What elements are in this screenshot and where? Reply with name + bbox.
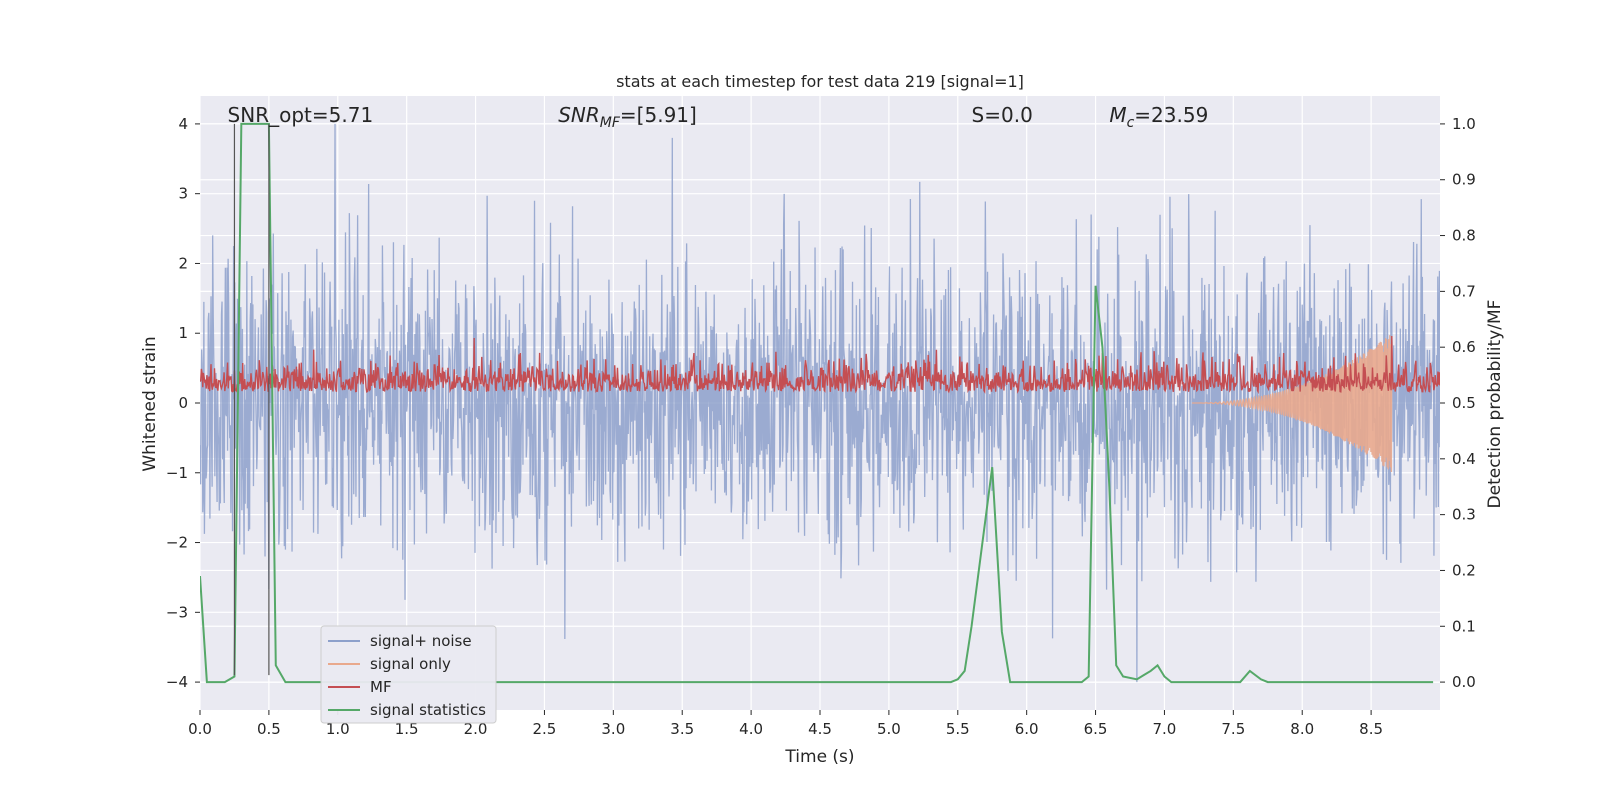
y-right-tick-label: 0.5 [1452,394,1476,412]
y-right-tick-label: 0.3 [1452,506,1476,524]
annotations: SNR_opt=5.71 SNRMF=[5.91] S=0.0 Mc=23.59 [228,103,1209,131]
y-right-tick-label: 1.0 [1452,115,1476,133]
y-right-tick-label: 0.0 [1452,673,1476,691]
legend: signal+ noise signal only MF signal stat… [320,625,497,724]
annotation-3: Mc=23.59 [1109,103,1208,131]
x-tick-label: 6.5 [1084,720,1108,738]
x-tick-label: 4.5 [808,720,832,738]
series-line-mf [200,336,1440,395]
y-left-tick-label: 2 [178,254,188,272]
y-axis-left: 4 3 2 1 0 −1 −2 −3 −4 [166,115,200,691]
series-line-signal-noise [200,123,1440,683]
vertical-markers [233,123,270,676]
x-tick-label: 5.0 [877,720,901,738]
legend-box [320,625,497,724]
y-left-tick-label: 4 [178,115,188,133]
x-axis: 0.0 0.5 1.0 1.5 2.0 2.5 3.0 3.5 4.0 4.5 5.0 5.5 6.0 6… [188,710,1383,738]
legend-label-signal-only: signal only [370,655,451,673]
y-left-tick-label: 1 [178,324,188,342]
x-tick-label: 2.0 [464,720,488,738]
x-tick-label: 0.0 [188,720,212,738]
y-right-tick-label: 0.1 [1452,617,1476,635]
x-tick-label: 4.0 [739,720,763,738]
annotation-2: S=0.0 [972,103,1033,127]
y-right-tick-label: 0.8 [1452,227,1476,245]
x-tick-label: 3.5 [670,720,694,738]
x-tick-label: 8.0 [1290,720,1314,738]
y-right-tick-label: 0.9 [1452,171,1476,189]
x-tick-label: 6.0 [1015,720,1039,738]
series-layer [200,122,1440,684]
chart-title: stats at each timestep for test data 219… [616,72,1024,91]
x-tick-label: 0.5 [257,720,281,738]
y-axis-right-label: Detection probability/MF [1485,300,1505,509]
annotation-1: SNRMF=[5.91] [558,103,697,131]
series-line-signal-only [1192,335,1393,472]
x-tick-label: 5.5 [946,720,970,738]
x-tick-label: 1.5 [395,720,419,738]
x-tick-label: 8.5 [1359,720,1383,738]
legend-label-signal-noise: signal+ noise [370,632,472,650]
y-left-tick-label: −4 [166,673,188,691]
y-left-tick-label: 0 [178,394,188,412]
x-tick-label: 7.0 [1153,720,1177,738]
y-axis-left-label: Whitened strain [140,336,160,471]
y-right-tick-label: 0.6 [1452,338,1476,356]
y-left-tick-label: −2 [166,534,188,552]
x-tick-label: 3.0 [601,720,625,738]
legend-label-mf: MF [370,678,392,696]
x-axis-label: Time (s) [784,747,854,767]
y-right-tick-label: 0.7 [1452,282,1476,300]
annotation-0: SNR_opt=5.71 [228,103,374,127]
x-tick-label: 2.5 [533,720,557,738]
x-tick-label: 7.5 [1221,720,1245,738]
x-tick-label: 1.0 [326,720,350,738]
series-line-signal-statistics [200,122,1434,684]
y-left-tick-label: −1 [166,464,188,482]
legend-label-signal-statistics: signal statistics [370,701,486,719]
y-right-tick-label: 0.2 [1452,561,1476,579]
y-left-tick-label: 3 [178,185,188,203]
y-axis-right: 1.0 0.9 0.8 0.7 0.6 0.5 0.4 0.3 0.2 0.1 0.0 [1440,115,1476,691]
y-left-tick-label: −3 [166,603,188,621]
y-right-tick-label: 0.4 [1452,450,1476,468]
